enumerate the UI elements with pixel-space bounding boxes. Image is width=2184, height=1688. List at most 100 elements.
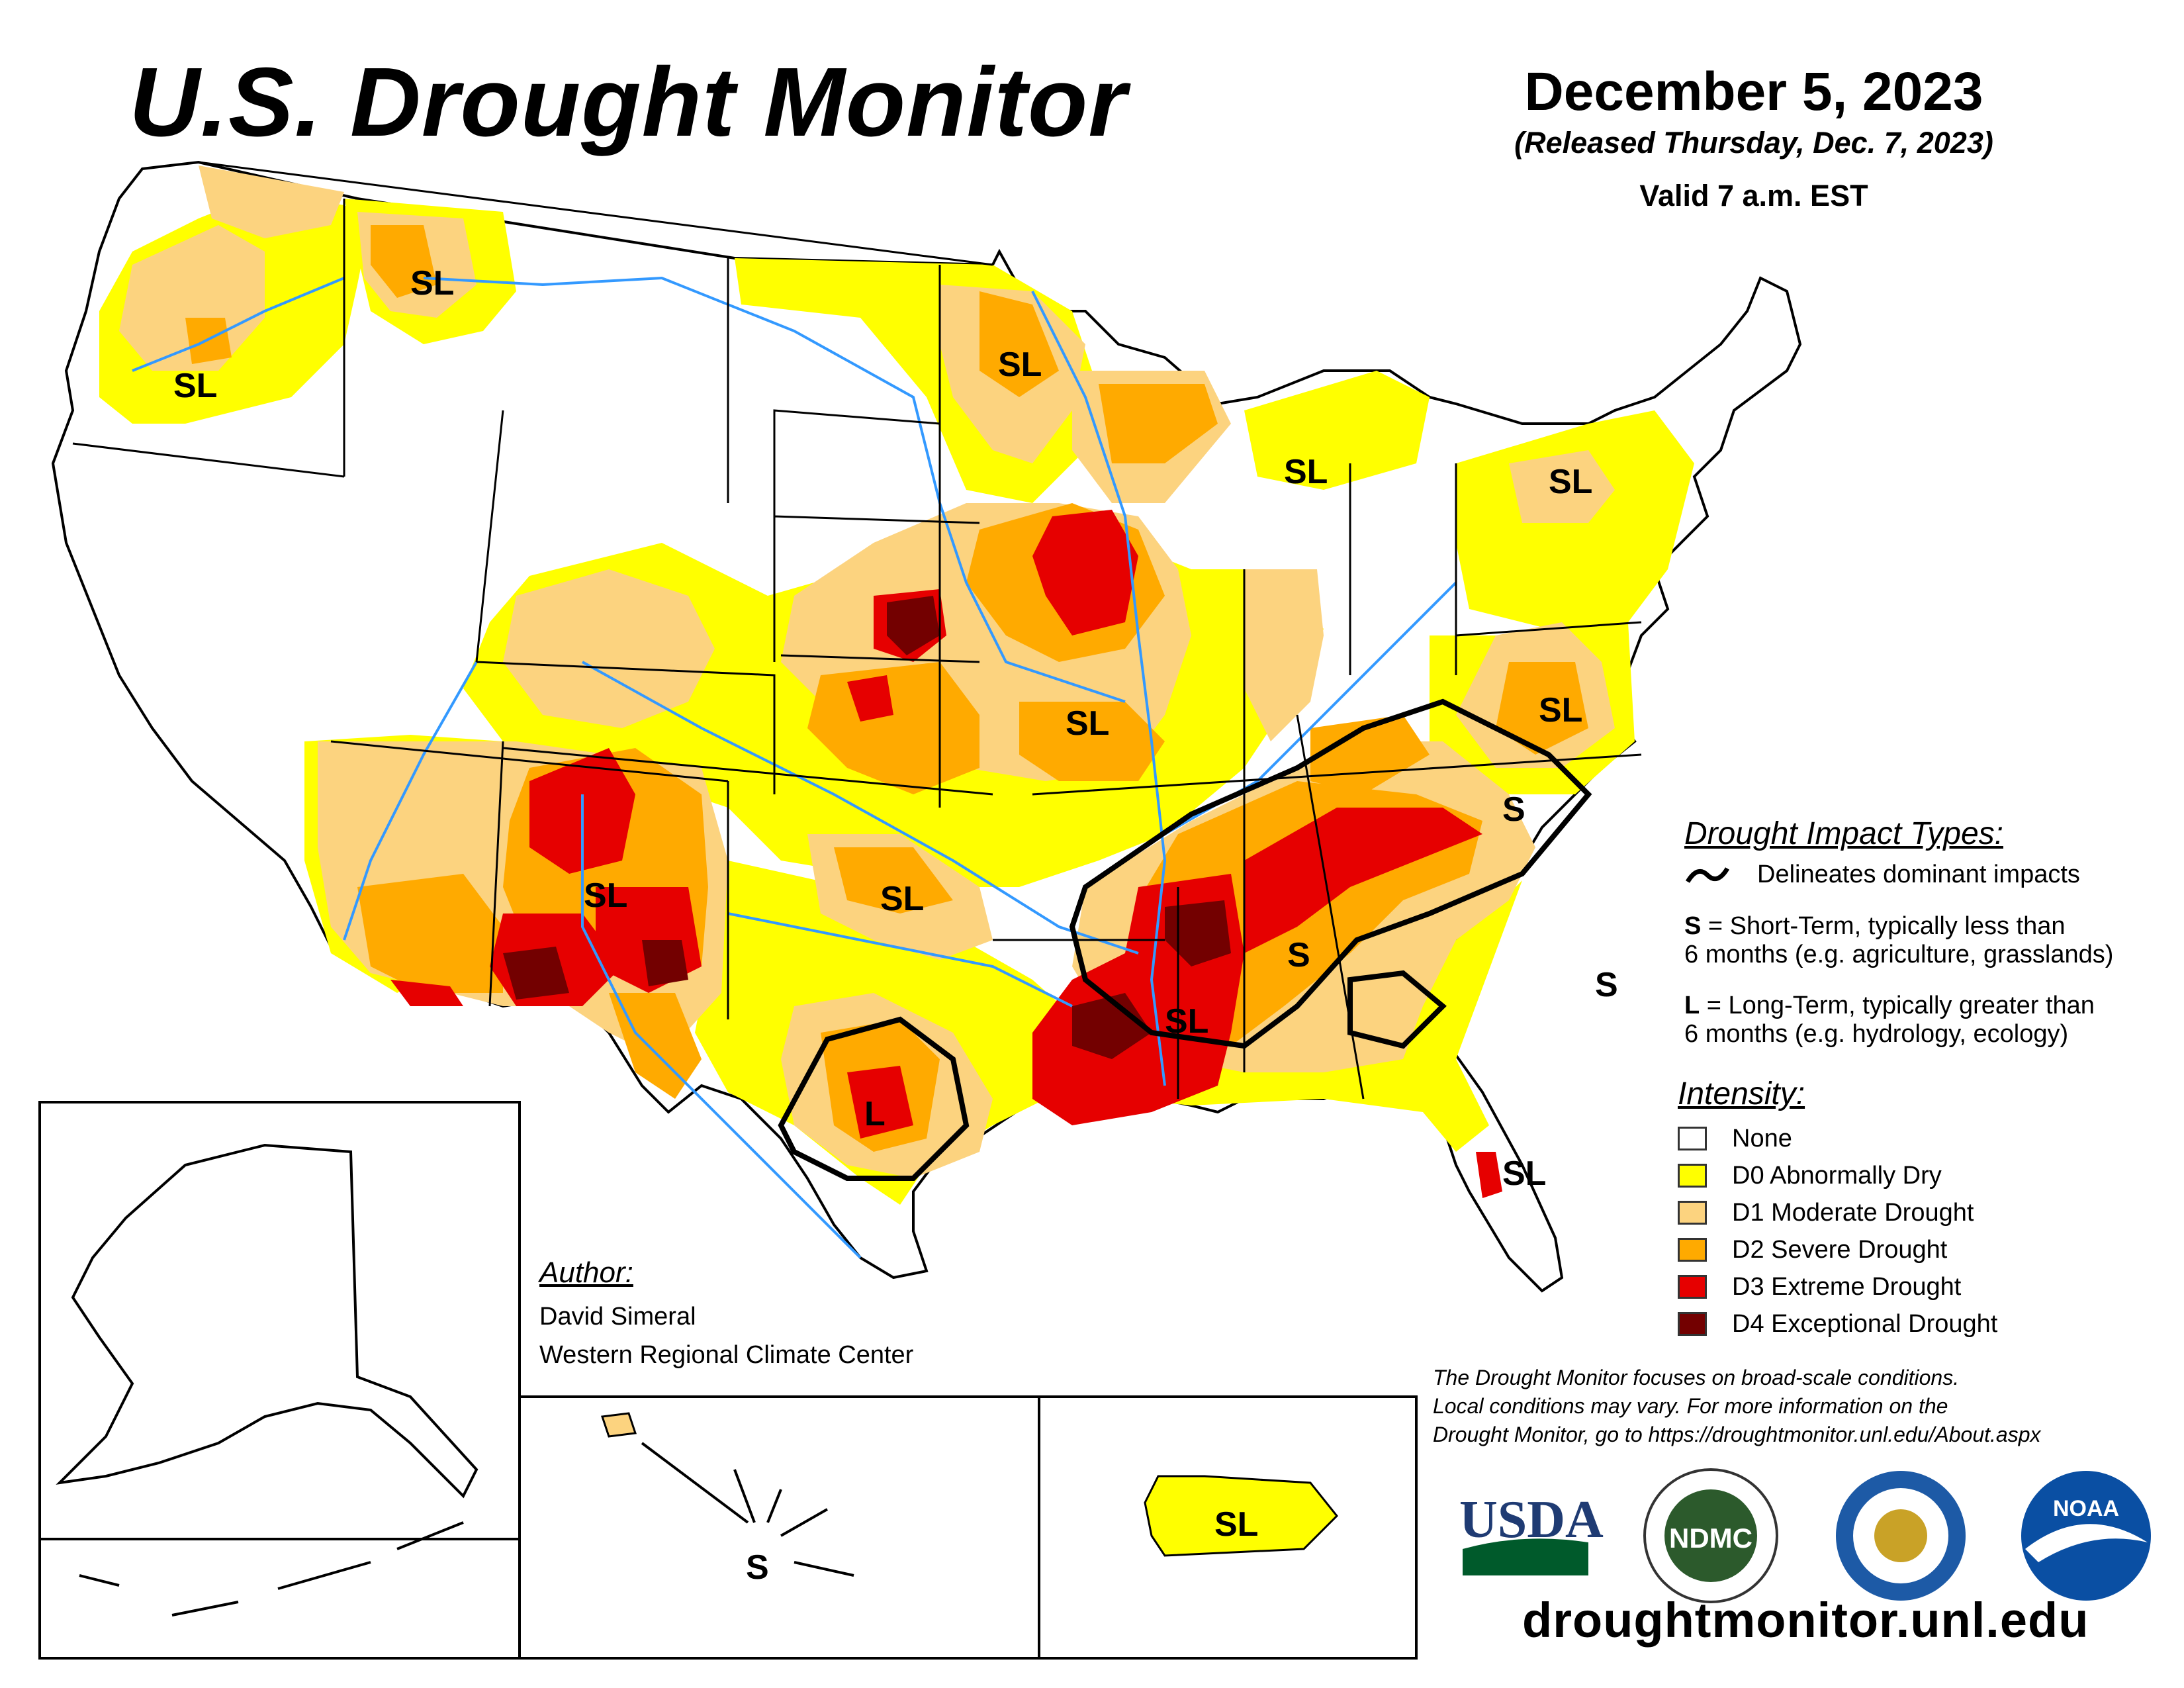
d4-regions [503,596,1231,1059]
intensity-swatch [1678,1201,1707,1225]
intensity-swatch [1678,1164,1707,1188]
intensity-legend-heading: Intensity: [1678,1076,1805,1111]
d3-texas [847,1066,913,1139]
intensity-label: D0 Abnormally Dry [1732,1161,1942,1190]
d4-louisiana [1072,993,1152,1059]
hawaii-callout-lines [641,1442,854,1577]
river-missouri [423,276,1126,703]
intensity-swatch [1678,1312,1707,1336]
d1-ny [1509,450,1615,523]
d3-regions [390,510,1502,1198]
usda-logo: USDA [1459,1491,1604,1575]
border-southwest [330,740,729,1019]
long-term-text2: 6 months (e.g. hydrology, ecology) [1684,1020,2069,1048]
border-north-lines [343,199,941,808]
author-name: David Simeral [539,1303,696,1331]
intensity-item: D4 Exceptional Drought [1678,1305,1997,1342]
pr-outline [1144,1475,1339,1557]
label-michigan: SL [1284,453,1328,491]
border-49th-parallel [198,161,993,266]
d3-arizona [390,980,463,1006]
author-org: Western Regional Climate Center [539,1341,914,1369]
d3-kansas [847,675,893,722]
label-tn-ga: S [1287,936,1310,974]
long-term-text: = Long-Term, typically greater than [1700,992,2095,1019]
short-term-text2: 6 months (e.g. agriculture, grasslands) [1684,941,2114,968]
short-term-key: S = Short-Term, typically less than 6 mo… [1684,912,2113,969]
aleutian-islands [79,1521,464,1617]
d1-washington-north [199,165,344,238]
label-new-mexico: SL [584,876,627,915]
d2-virginia [1496,662,1588,755]
disclaimer-line3[interactable]: Drought Monitor, go to https://droughtmo… [1433,1423,2041,1446]
intensity-item: D3 Extreme Drought [1678,1268,1997,1305]
d1-washington [119,225,265,371]
short-term-text: = Short-Term, typically less than [1701,912,2066,940]
intensity-label: D1 Moderate Drought [1732,1198,1974,1227]
d2-kansas [807,662,979,794]
intensity-item: None [1678,1120,1997,1157]
aleutian-inset-frame [38,1538,521,1660]
intensity-label: D4 Exceptional Drought [1732,1309,1998,1338]
ndmc-logo: NDMC [1643,1468,1778,1603]
intensity-swatch [1678,1238,1707,1262]
intensity-item: D2 Severe Drought [1678,1231,1997,1268]
label-florida: SL [1502,1154,1546,1193]
noaa-logo: NOAA [2021,1471,2151,1601]
author-heading: Author: [539,1256,633,1289]
river-columbia [132,277,345,372]
intensity-label: D2 Severe Drought [1732,1235,1948,1264]
impact-delineation-key: Delineates dominant impacts [1684,861,2080,889]
label-washington: SL [173,367,217,405]
impact-boundary-carolinas [1347,970,1447,1049]
intensity-label: None [1732,1124,1792,1152]
intensity-label: D3 Extreme Drought [1732,1272,1962,1301]
impact-boundary-southeast [1069,698,1592,1049]
release-date: (Released Thursday, Dec. 7, 2023) [1514,126,1993,160]
label-la-ms: SL [1165,1002,1208,1041]
label-hawaii: S [746,1548,769,1587]
intensity-items: None D0 Abnormally Dry D1 Moderate Drought… [1678,1120,1997,1342]
map-title: U.S. Drought Monitor [129,48,1127,157]
river-mississippi [1031,291,1167,1086]
d4-nebraska [887,596,940,655]
ndmc-logo-text: NDMC [1669,1523,1752,1554]
d3-florida [1476,1152,1502,1198]
d2-arizona [357,874,503,993]
d2-minnesota [979,291,1059,397]
delineation-line-icon [1685,867,1730,883]
river-rio-grande [581,794,862,1259]
disclaimer-line1: The Drought Monitor focuses on broad-sca… [1433,1366,1960,1389]
alaska-outline [56,1143,478,1499]
label-texas: L [864,1095,886,1133]
d4-new-mexico-se [642,940,688,986]
long-term-code: L [1684,992,1700,1019]
d1-southwest-ut [503,569,715,728]
d4-new-mexico-sw [503,947,569,1000]
map-date: December 5, 2023 [1524,62,1983,122]
noaa-bird [2025,1524,2148,1562]
d2-oklahoma [834,847,953,914]
d3-tennessee [1244,808,1482,953]
impact-boundaries [778,698,1592,1181]
delineation-text: Delineates dominant impacts [1757,861,2080,888]
label-virginia: SL [1539,691,1582,729]
d4-mississippi [1165,900,1231,966]
map-labels: SL SL SL SL SL SL SL SL SL SL SL SL L S … [173,264,1618,1587]
d2-texas-west [609,993,702,1099]
river-red [727,912,1073,1008]
label-north-carolina: S [1502,790,1525,829]
d2-washington [185,318,232,364]
intensity-swatch [1678,1275,1707,1299]
site-url[interactable]: droughtmonitor.unl.edu [1522,1593,2089,1648]
border-or-wa [72,442,345,478]
d2-idaho [371,225,437,298]
intensity-swatch [1678,1127,1707,1150]
intensity-item: D0 Abnormally Dry [1678,1157,1997,1194]
valid-time: Valid 7 a.m. EST [1639,179,1868,212]
hawaii-inset-frame [518,1395,1040,1660]
state-borders [72,161,1642,1100]
d0-great-lakes [1244,371,1430,490]
hawaii-kauai [600,1412,637,1438]
